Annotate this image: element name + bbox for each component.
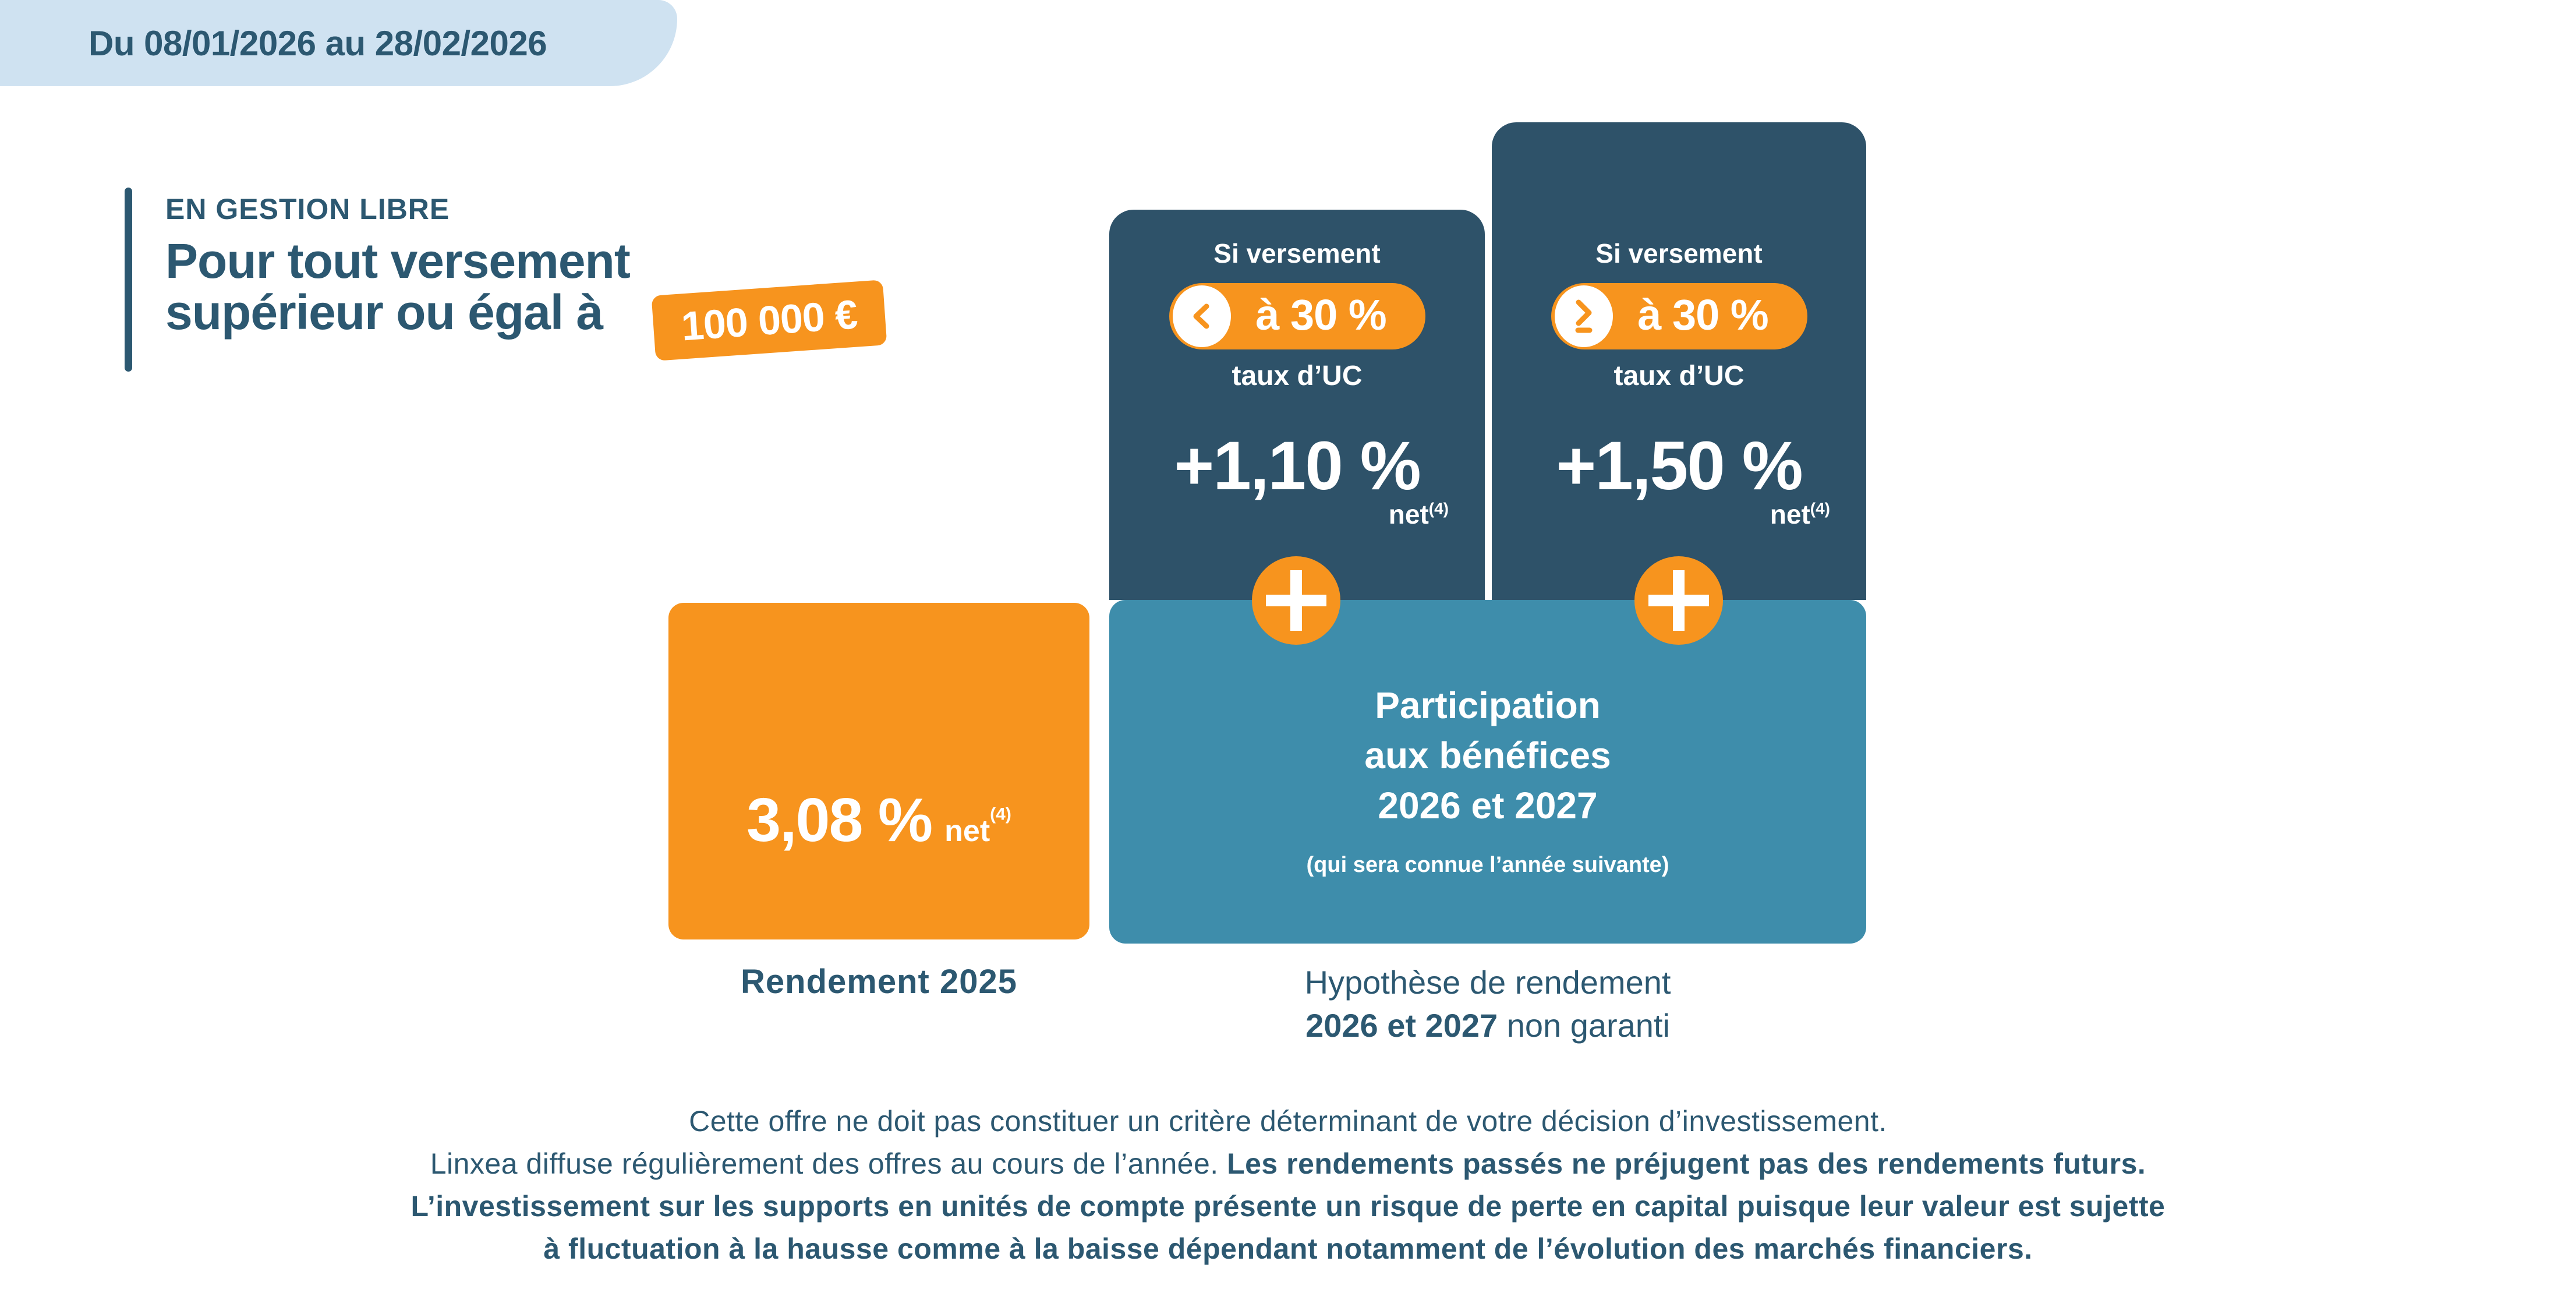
disclaimer-line4: à fluctuation à la hausse comme à la bai…	[543, 1232, 2033, 1265]
participation-note: (qui sera connue l’année suivante)	[1306, 853, 1669, 877]
hypothesis-caption: Hypothèse de rendement 2026 et 2027 non …	[1109, 961, 1866, 1047]
period-badge: Du 08/01/2026 au 28/02/2026	[0, 0, 677, 86]
less-than-icon	[1172, 285, 1231, 347]
participation-line2: aux bénéfices	[1364, 734, 1611, 776]
rate-value: 3,08 %	[746, 786, 933, 854]
headline: Pour tout versement supérieur ou égal à	[165, 234, 631, 340]
threshold-pill: à 30 %	[1551, 283, 1807, 349]
amount-badge: 100 000 €	[651, 280, 887, 361]
amount-badge-label: 100 000 €	[680, 291, 859, 349]
hypothesis-years: 2026 et 2027	[1305, 1007, 1498, 1044]
participation-line1: Participation	[1375, 684, 1601, 726]
scenario-box-uc-under-30: Si versement à 30 % taux d’UC +1,10 % ne…	[1109, 210, 1485, 600]
net-label-line: net(4)	[1770, 499, 1830, 530]
condition-intro: Si versement	[1213, 238, 1381, 269]
threshold-label: à 30 %	[1255, 290, 1386, 339]
headline-line1: Pour tout versement	[165, 234, 631, 288]
rate-value: +1,10 %	[1174, 428, 1421, 504]
rendement-2025-value: 3,08 % net(4)	[668, 785, 1089, 856]
condition-suffix: taux d’UC	[1232, 361, 1363, 391]
footnote-marker: (4)	[1428, 499, 1449, 518]
greater-or-equal-icon	[1554, 285, 1613, 347]
disclaimer-line2-bold: Les rendements passés ne préjugent pas d…	[1227, 1147, 2146, 1180]
disclaimer-line2-normal: Linxea diffuse régulièrement des offres …	[430, 1147, 1227, 1180]
rendement-2025-box: 3,08 % net(4)	[668, 603, 1089, 939]
gestion-libre-kicker: EN GESTION LIBRE	[165, 193, 450, 225]
footnote-marker: (4)	[1810, 499, 1830, 518]
disclaimer-line3: L’investissement sur les supports en uni…	[411, 1190, 2165, 1223]
disclaimer-line1: Cette offre ne doit pas constituer un cr…	[689, 1105, 1887, 1138]
scenario-content: Si versement à 30 % taux d’UC +1,50 % ne…	[1492, 210, 1866, 600]
plus-icon	[1634, 556, 1723, 645]
participation-line3: 2026 et 2027	[1378, 785, 1598, 826]
plus-icon-horizontal-bar	[1266, 595, 1326, 606]
scenario-content: Si versement à 30 % taux d’UC +1,10 % ne…	[1109, 210, 1485, 600]
condition-suffix: taux d’UC	[1613, 361, 1745, 391]
rate-value: +1,50 %	[1556, 428, 1803, 504]
hypothesis-line2: 2026 et 2027 non garanti	[1109, 1004, 1866, 1047]
headline-line2: supérieur ou égal à	[165, 285, 603, 340]
rendement-2025-caption: Rendement 2025	[741, 963, 1017, 1001]
period-badge-label: Du 08/01/2026 au 28/02/2026	[89, 23, 547, 63]
accent-bar	[125, 188, 132, 372]
net-label: net	[1388, 499, 1429, 529]
scenario-box-uc-at-least-30: Si versement à 30 % taux d’UC +1,50 % ne…	[1492, 122, 1866, 600]
plus-icon	[1252, 556, 1340, 645]
participation-box: Participation aux bénéfices 2026 et 2027…	[1109, 600, 1866, 944]
plus-icon-horizontal-bar	[1648, 595, 1709, 606]
threshold-pill: à 30 %	[1169, 283, 1425, 349]
participation-title: Participation aux bénéfices 2026 et 2027	[1109, 680, 1866, 831]
disclaimer: Cette offre ne doit pas constituer un cr…	[0, 1100, 2576, 1270]
net-label-line: net(4)	[1389, 499, 1449, 530]
disclaimer-line2: Linxea diffuse régulièrement des offres …	[0, 1143, 2576, 1185]
hypothesis-rest: non garanti	[1498, 1007, 1670, 1044]
hypothesis-line1: Hypothèse de rendement	[1304, 964, 1671, 1001]
condition-intro: Si versement	[1595, 238, 1763, 269]
net-label: net	[1770, 499, 1810, 529]
threshold-label: à 30 %	[1637, 290, 1768, 339]
net-label: net	[944, 814, 990, 848]
footnote-marker: (4)	[990, 804, 1011, 824]
